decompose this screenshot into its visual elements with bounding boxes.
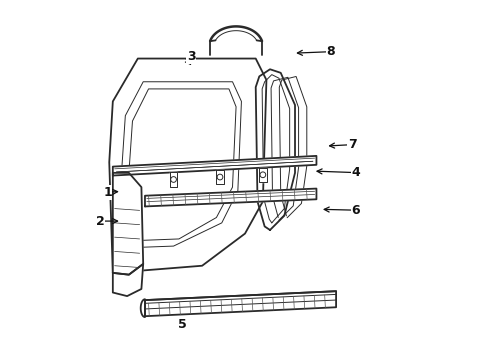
Text: 8: 8 — [326, 45, 335, 58]
Text: 4: 4 — [351, 166, 360, 179]
Text: 2: 2 — [96, 215, 105, 228]
Polygon shape — [256, 69, 295, 230]
Polygon shape — [216, 170, 224, 184]
Polygon shape — [259, 168, 267, 182]
Polygon shape — [113, 156, 317, 176]
Polygon shape — [122, 82, 242, 248]
Text: 5: 5 — [178, 318, 187, 331]
Polygon shape — [113, 173, 143, 275]
Polygon shape — [145, 291, 336, 316]
Text: 1: 1 — [103, 186, 112, 199]
Polygon shape — [109, 59, 267, 273]
Polygon shape — [170, 172, 177, 186]
Polygon shape — [145, 189, 317, 206]
Text: 6: 6 — [351, 204, 360, 217]
Polygon shape — [113, 264, 143, 296]
Text: 3: 3 — [187, 50, 196, 63]
Text: 7: 7 — [348, 138, 357, 151]
